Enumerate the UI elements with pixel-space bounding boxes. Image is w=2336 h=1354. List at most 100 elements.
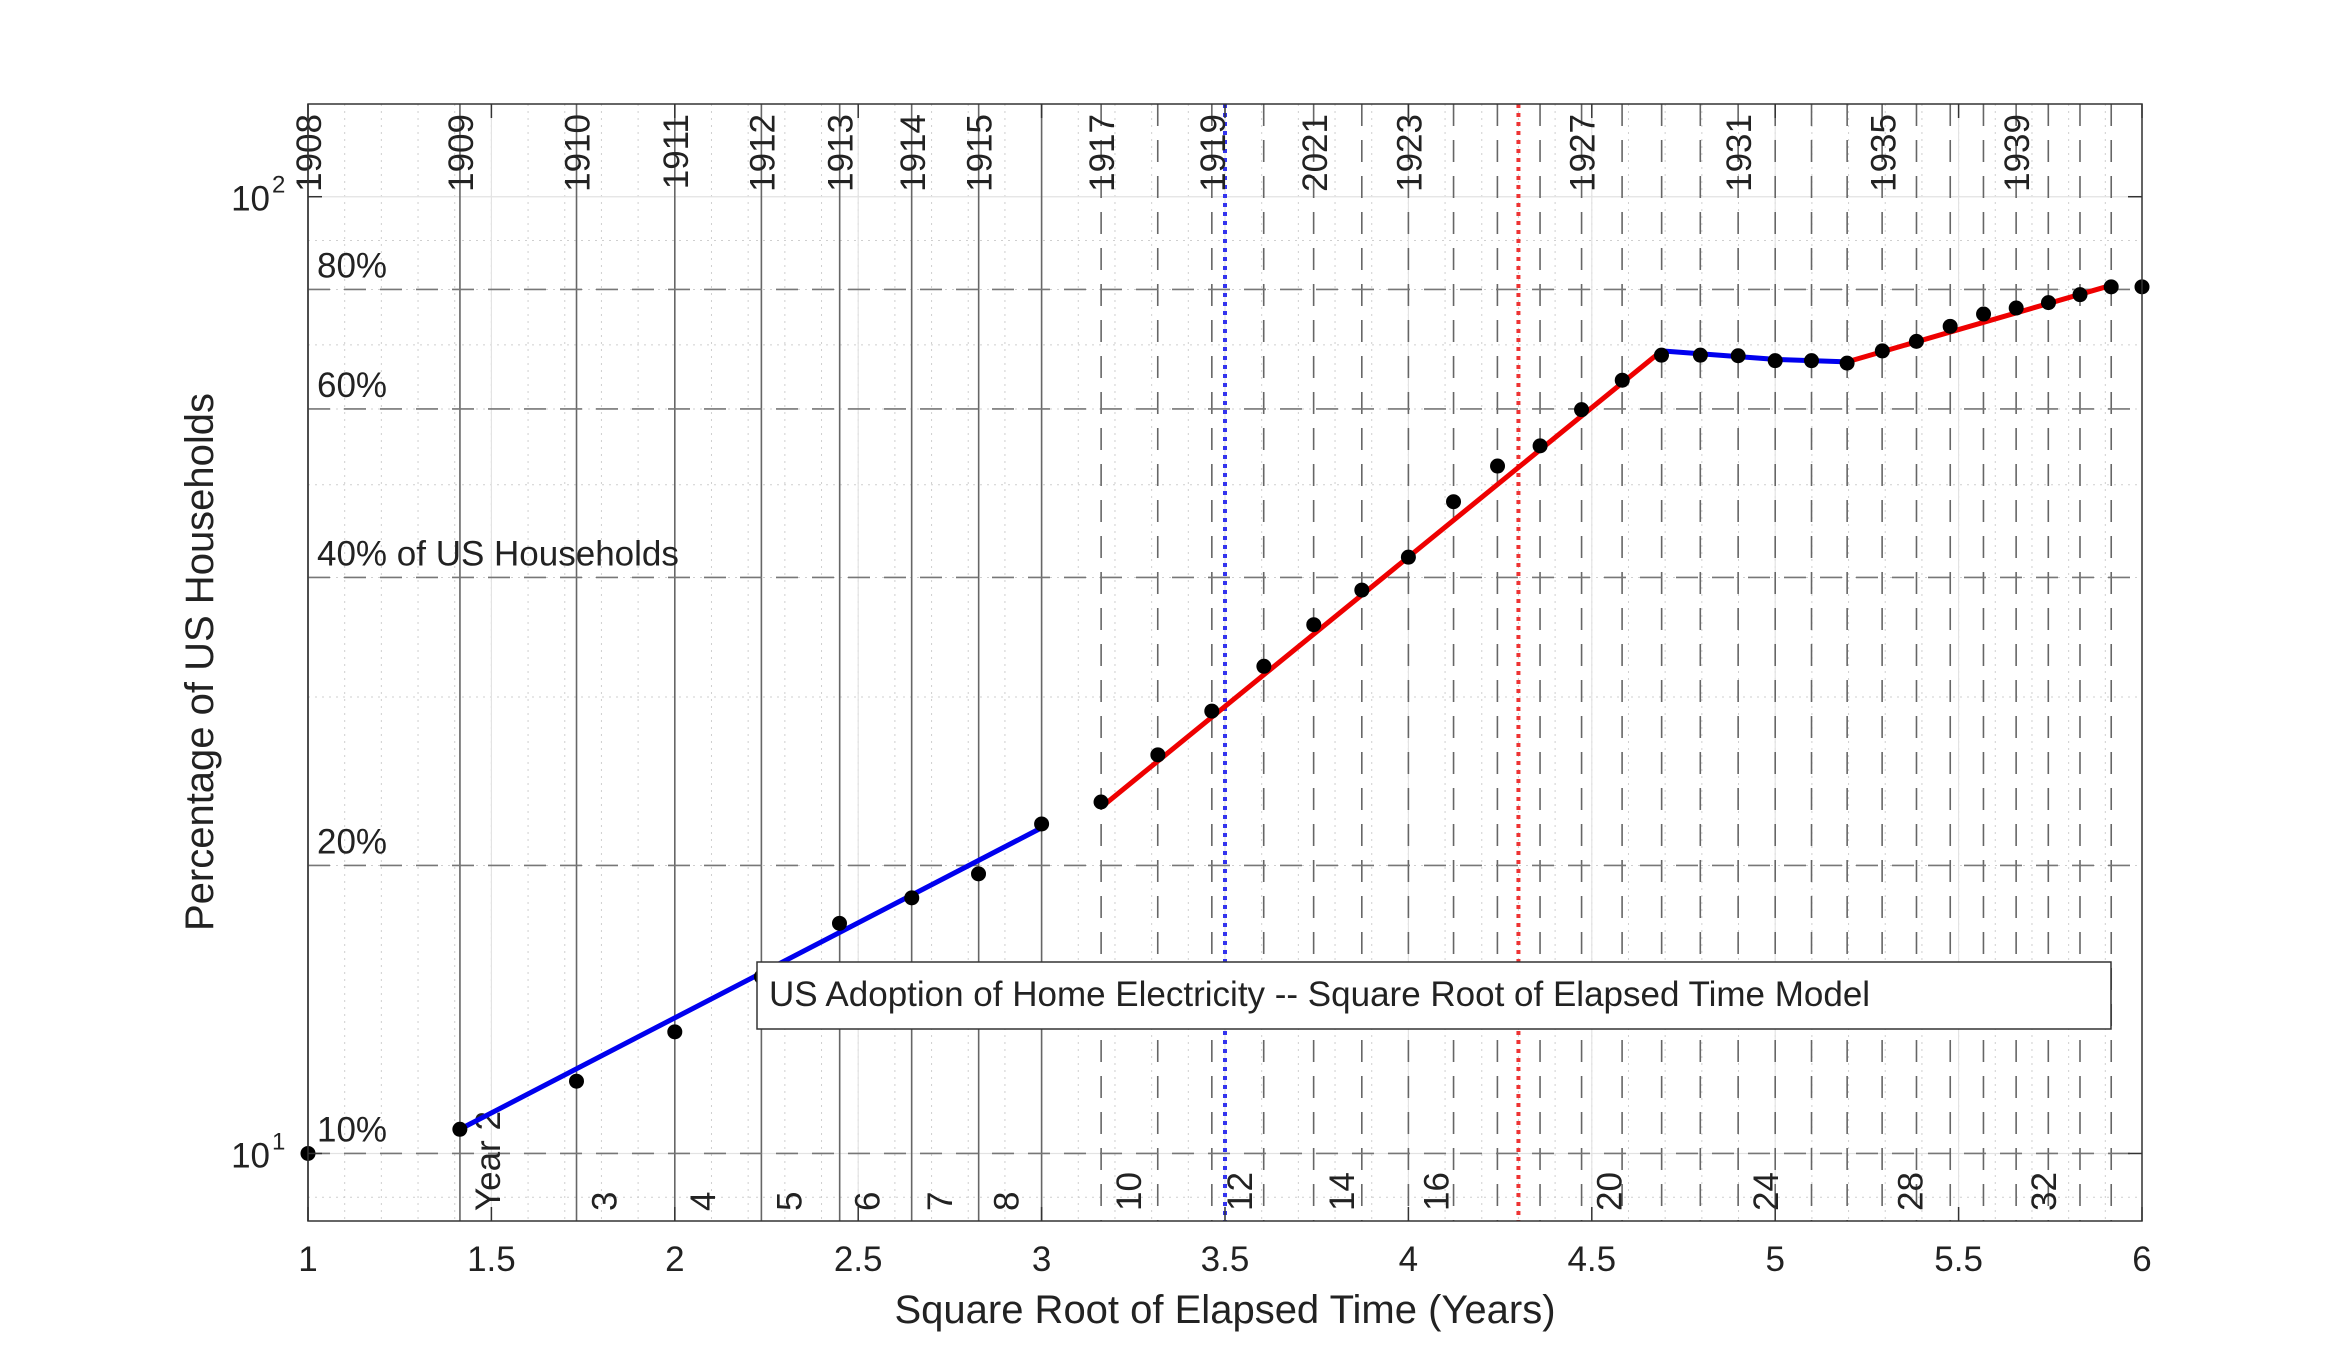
fit-line bbox=[1099, 348, 1664, 810]
percent-label: 20% bbox=[317, 822, 387, 861]
elapsed-year-label: 12 bbox=[1221, 1172, 1260, 1211]
data-point bbox=[1446, 494, 1462, 510]
x-tick-label: 1.5 bbox=[467, 1240, 516, 1279]
data-point bbox=[1306, 617, 1322, 633]
year-label: 1910 bbox=[558, 114, 597, 192]
title-box: US Adoption of Home Electricity -- Squar… bbox=[756, 961, 2112, 1030]
x-tick-label: 5 bbox=[1765, 1240, 1784, 1279]
x-tick-label: 6 bbox=[2132, 1240, 2151, 1279]
data-point bbox=[2103, 279, 2119, 295]
data-point bbox=[1653, 347, 1669, 363]
elapsed-year-label: 32 bbox=[2025, 1172, 2064, 1211]
year-label: 1914 bbox=[894, 114, 933, 192]
year-label: 1931 bbox=[1720, 114, 1759, 192]
year-label: 1923 bbox=[1390, 114, 1429, 192]
data-point bbox=[2008, 300, 2024, 316]
x-tick-label: 2 bbox=[665, 1240, 684, 1279]
data-point bbox=[1976, 306, 1992, 322]
y-tick-exponent: 2 bbox=[272, 172, 285, 199]
data-point bbox=[1093, 794, 1109, 810]
x-tick-label: 1 bbox=[298, 1240, 317, 1279]
percent-label: 80% bbox=[317, 246, 387, 285]
data-point bbox=[831, 915, 847, 931]
elapsed-year-label: 4 bbox=[684, 1192, 723, 1211]
data-point bbox=[1532, 438, 1548, 454]
data-point bbox=[904, 890, 920, 906]
elapsed-year-label: 8 bbox=[988, 1192, 1027, 1211]
data-point bbox=[2040, 295, 2056, 311]
data-point bbox=[1490, 458, 1506, 474]
y-tick-label: 10 bbox=[231, 1136, 270, 1175]
data-point bbox=[667, 1024, 683, 1040]
elapsed-year-label: 24 bbox=[1747, 1172, 1786, 1211]
year-label: 1909 bbox=[442, 114, 481, 192]
percent-lines bbox=[308, 288, 2142, 1155]
data-point bbox=[1204, 703, 1220, 719]
data-point bbox=[1942, 318, 1958, 334]
year-label: 1915 bbox=[961, 114, 1000, 192]
data-point bbox=[1574, 402, 1590, 418]
year-label: 1939 bbox=[1998, 114, 2037, 192]
x-tick-label: 3 bbox=[1032, 1240, 1051, 1279]
data-point bbox=[1354, 582, 1370, 598]
elapsed-year-label: 28 bbox=[1891, 1172, 1930, 1211]
data-point bbox=[1874, 343, 1890, 359]
elapsed-year-label: 16 bbox=[1417, 1172, 1456, 1211]
x-tick-label: 5.5 bbox=[1934, 1240, 1983, 1279]
x-tick-label: 4.5 bbox=[1567, 1240, 1616, 1279]
percent-labels: 10% 20% 40% of US Households 60% 80% bbox=[317, 246, 679, 1149]
elapsed-year-label: 7 bbox=[921, 1192, 960, 1211]
elapsed-labels: Year 2 3 4 5 6 7 8 10 12 14 16 20 24 28 32 bbox=[469, 1111, 2064, 1211]
x-tick-label: 4 bbox=[1399, 1240, 1418, 1279]
elapsed-year-label: 20 bbox=[1591, 1172, 1630, 1211]
year-labels: 1908 1909 1910 1911 1912 1913 1914 1915 1917 1919… bbox=[290, 114, 2037, 192]
x-tick-label: 2.5 bbox=[834, 1240, 883, 1279]
x-axis-ticks: 1 1.5 2 2.5 3 3.5 4 4.5 5 5.5 6 bbox=[298, 104, 2152, 1279]
year-label: 1919 bbox=[1194, 114, 1233, 192]
data-point bbox=[1034, 816, 1050, 832]
elapsed-year-label: 5 bbox=[770, 1192, 809, 1211]
year-label: 1935 bbox=[1864, 114, 1903, 192]
percent-label: 10% bbox=[317, 1110, 387, 1149]
year-label: 1913 bbox=[821, 114, 860, 192]
year-label: 1911 bbox=[657, 114, 696, 189]
elapsed-year-label: 14 bbox=[1323, 1172, 1362, 1211]
fit-line bbox=[1846, 282, 2112, 365]
percent-label: 60% bbox=[317, 366, 387, 405]
data-point bbox=[1767, 353, 1783, 369]
year-label: 1912 bbox=[743, 114, 782, 192]
data-points bbox=[300, 279, 2150, 1161]
data-point bbox=[568, 1073, 584, 1089]
elapsed-year-label: Year 2 bbox=[469, 1111, 508, 1211]
year-label: 2021 bbox=[1296, 114, 1335, 192]
data-point bbox=[452, 1121, 468, 1137]
elapsed-year-label: 6 bbox=[848, 1192, 887, 1211]
y-tick-label: 10 bbox=[231, 180, 270, 219]
chart-title: US Adoption of Home Electricity -- Squar… bbox=[769, 975, 1870, 1014]
reference-lines bbox=[1223, 104, 1521, 1221]
data-point bbox=[1730, 348, 1746, 364]
title-box-frame bbox=[756, 961, 2112, 1030]
year-label: 1908 bbox=[290, 114, 329, 192]
data-point bbox=[1839, 355, 1855, 371]
year-label: 1927 bbox=[1564, 114, 1603, 192]
data-point bbox=[1614, 372, 1630, 388]
x-tick-label: 3.5 bbox=[1201, 1240, 1250, 1279]
y-tick-exponent: 1 bbox=[272, 1128, 285, 1155]
percent-label: 40% of US Households bbox=[317, 534, 679, 573]
data-point bbox=[2072, 287, 2088, 303]
data-point bbox=[1256, 658, 1272, 674]
data-point bbox=[971, 866, 987, 882]
elapsed-year-label: 3 bbox=[585, 1192, 624, 1211]
data-point bbox=[1804, 353, 1820, 369]
data-point bbox=[1150, 747, 1166, 763]
year-label: 1917 bbox=[1083, 114, 1122, 192]
fit-line bbox=[458, 825, 1043, 1132]
y-axis-label: Percentage of US Households bbox=[178, 393, 222, 931]
data-point bbox=[1908, 333, 1924, 349]
data-point bbox=[1400, 549, 1416, 565]
data-point bbox=[1692, 347, 1708, 363]
elapsed-year-label: 10 bbox=[1110, 1172, 1149, 1211]
